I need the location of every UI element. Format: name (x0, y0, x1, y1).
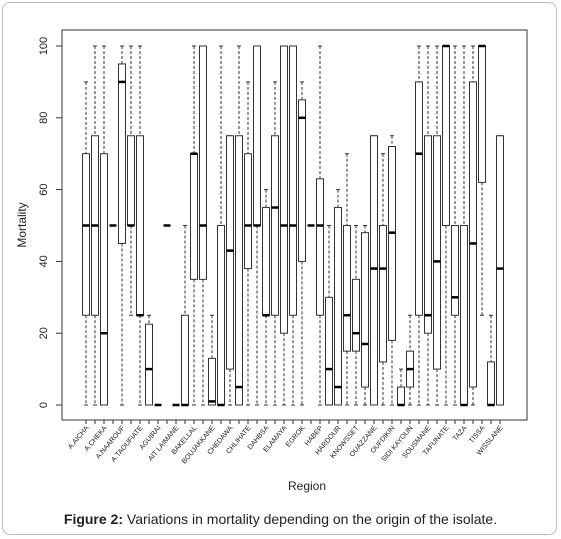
box (397, 386, 405, 406)
plot-frame (61, 29, 528, 421)
box (388, 146, 396, 341)
box (379, 225, 387, 363)
box (415, 81, 423, 316)
box (316, 178, 324, 316)
box (424, 135, 432, 334)
box (136, 135, 144, 316)
box (361, 232, 369, 388)
box (298, 99, 306, 262)
box (190, 153, 198, 280)
y-tick-label: 80 (38, 112, 50, 124)
box (433, 135, 441, 370)
y-tick-label: 100 (38, 37, 50, 55)
x-tick-label: TAZA (452, 425, 469, 443)
box (334, 207, 342, 406)
box (352, 278, 360, 352)
y-tick-label: 40 (38, 255, 50, 267)
box (244, 153, 252, 270)
figure-frame (2, 2, 557, 535)
box (145, 323, 153, 406)
box (253, 45, 261, 226)
y-tick-label: 0 (38, 402, 50, 408)
box (370, 135, 378, 406)
box (262, 207, 270, 316)
y-axis-label: Mortality (15, 202, 29, 247)
box (460, 225, 468, 406)
box (118, 63, 126, 244)
box (82, 153, 90, 316)
box (487, 361, 495, 406)
box (235, 135, 243, 406)
box (181, 314, 189, 406)
box (100, 153, 108, 406)
box (496, 135, 504, 406)
box (217, 225, 225, 406)
x-axis-label: Region (288, 479, 326, 493)
chart: Mortality Region 020406080100A.AICHAA.CH… (15, 29, 528, 493)
box (442, 45, 450, 226)
caption-label: Figure 2: (63, 511, 124, 527)
box (478, 45, 486, 183)
box (208, 357, 216, 406)
box (199, 45, 207, 280)
y-tick-label: 60 (38, 183, 50, 195)
box (127, 135, 135, 226)
box (280, 45, 288, 334)
box (289, 45, 297, 316)
box (226, 135, 234, 370)
caption-text: Variations in mortality depending on the… (126, 511, 498, 527)
box (343, 225, 351, 352)
y-tick-label: 20 (38, 327, 50, 339)
box (469, 81, 477, 388)
box (271, 135, 279, 316)
box (451, 225, 459, 316)
caption: Figure 2: Variations in mortality depend… (0, 511, 561, 527)
box (325, 296, 333, 406)
x-tick-label: EGROK (285, 425, 307, 449)
